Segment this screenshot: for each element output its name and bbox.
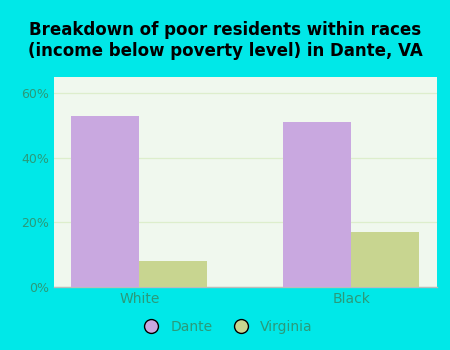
Legend: Dante, Virginia: Dante, Virginia (132, 314, 318, 340)
Text: Breakdown of poor residents within races
(income below poverty level) in Dante, : Breakdown of poor residents within races… (27, 21, 423, 60)
Bar (284, 122, 351, 287)
Bar (139, 261, 207, 287)
Bar (351, 232, 419, 287)
Bar (72, 116, 139, 287)
